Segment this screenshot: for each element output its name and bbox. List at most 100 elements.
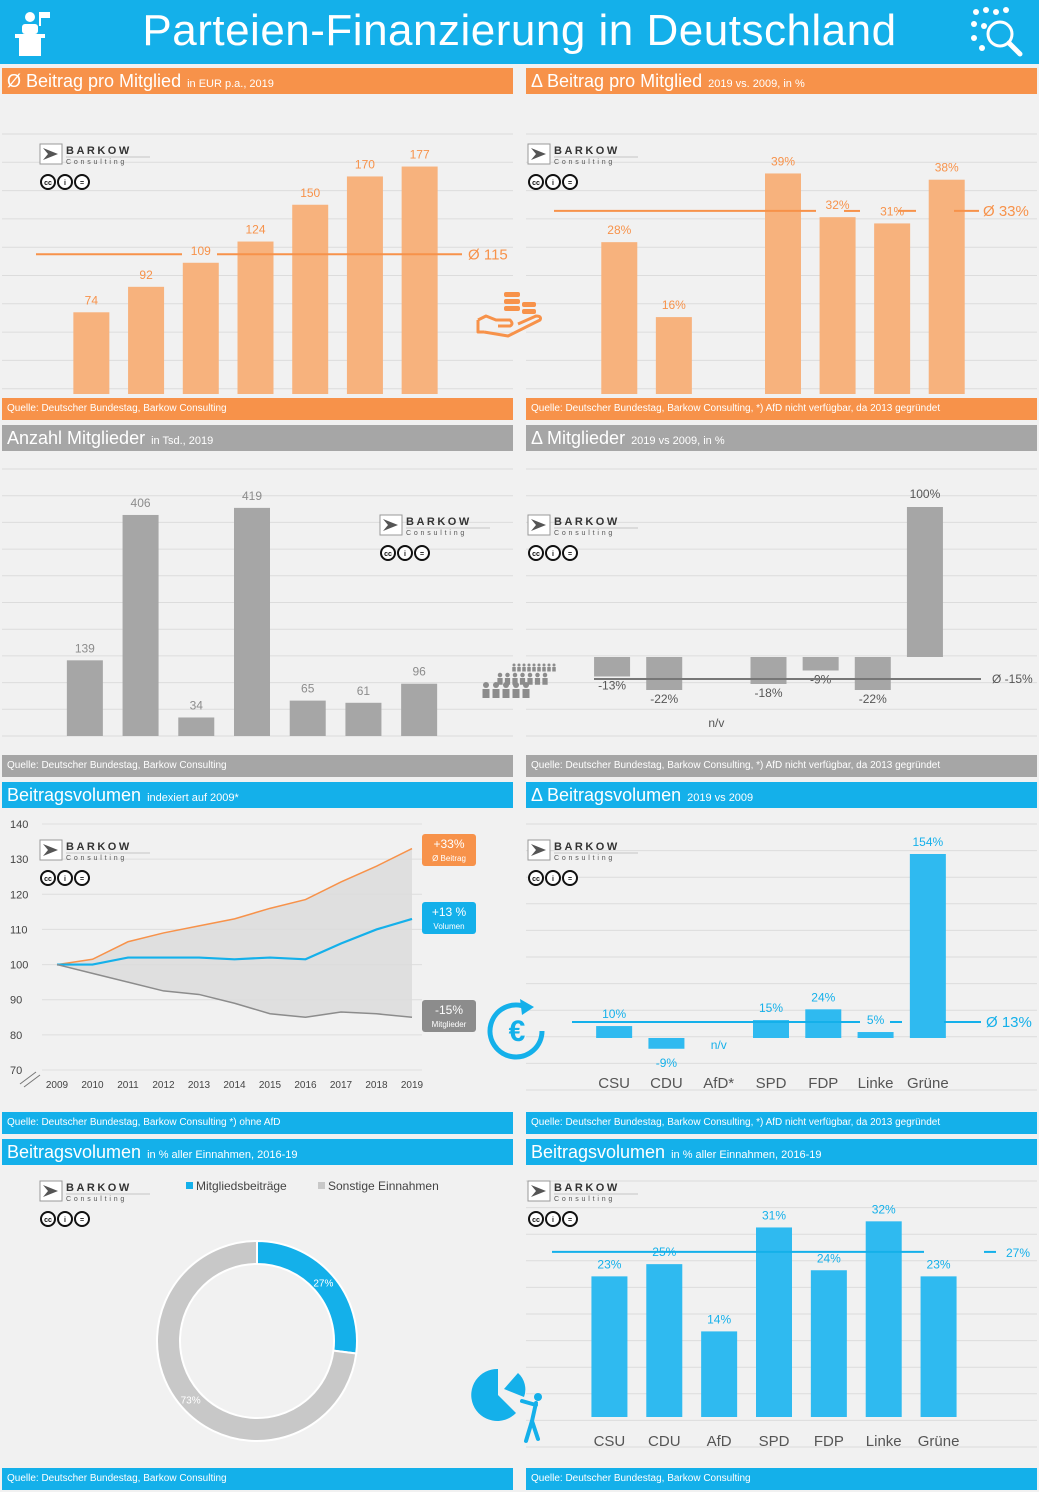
bar-linke [346,176,383,394]
category-label: AfD* [703,1075,734,1092]
data-label: 124 [245,223,265,237]
bar-cdu [646,1264,683,1417]
series-name: Ø Beitrag [432,854,466,863]
series-end-value: +13 % [432,905,467,919]
x-tick-label: 2016 [294,1080,317,1091]
data-label: 150 [300,186,320,200]
pie-person-icon [471,1368,542,1443]
bar-csu [591,1276,628,1417]
legend-swatch [186,1182,193,1189]
panel-beitrag-pro-mitglied: Ø Beitrag pro Mitglied in EUR p.a., 2019 … [2,68,513,420]
y-tick-label: 80 [10,1030,22,1042]
data-label: 31% [880,204,904,218]
data-label: -22% [650,692,678,706]
data-label: 5% [867,1013,885,1027]
legend-swatch [318,1182,325,1189]
category-label: SPD [759,1433,790,1450]
x-tick-label: 2013 [188,1080,211,1091]
logo-arrow [531,844,546,856]
y-tick-label: 140 [10,819,28,831]
data-label: 177 [410,148,430,162]
panel-title: Anzahl Mitglieder [7,428,146,448]
y-tick-label: 130 [10,854,28,866]
x-tick-label: 2018 [365,1080,388,1091]
bar-fdp [292,204,329,394]
barkow-logo: BARKOW Consulting cc i = [527,1180,638,1227]
axis-break [23,1074,41,1088]
logo-name: BARKOW [554,841,620,853]
cc-license-icon [562,174,578,190]
panel-title: Beitragsvolumen [7,785,142,805]
data-label: 23% [927,1257,951,1271]
data-label: -13% [598,679,626,693]
series-name: Mitglieder [432,1020,467,1029]
bar-grüne [909,854,946,1038]
panel-title: Ø Beitrag pro Mitglied [7,71,182,91]
x-tick-label: 2010 [81,1080,104,1091]
panel-subtitle: indexiert auf 2009* [147,792,239,804]
cc-license-mark: = [80,876,84,883]
data-label: 15% [759,1001,783,1015]
data-label: 92 [139,268,153,282]
barkow-logo: BARKOW Consulting cc i = [39,839,150,886]
y-tick-label: 90 [10,995,22,1007]
y-tick-label: 70 [10,1065,22,1077]
data-label: 100% [910,487,941,501]
data-label: 96 [412,665,426,679]
data-label: 406 [131,496,151,510]
bar-spd [234,507,270,736]
bar-csu [596,1026,633,1038]
data-label: 65 [301,682,315,696]
bar-linke [874,223,911,394]
bar-spd [756,1227,792,1417]
range-area [57,848,412,1018]
bar-linke [857,1032,894,1038]
panel-title: Δ Beitragsvolumen [531,785,682,805]
x-tick-label: 2012 [152,1080,175,1091]
logo-arrow [531,1185,546,1197]
cc-license-mark: = [80,180,84,187]
analytics-icon [971,7,1023,57]
panel-title: Beitragsvolumen [7,1142,142,1162]
header-banner: Parteien-Finanzierung in Deutschland [0,0,1039,64]
data-label: -9% [656,1056,678,1070]
average-label: Ø 33% [983,203,1029,220]
data-label-na: n/v [708,716,724,730]
cc-license-mark: cc [532,551,540,558]
data-label: 24% [817,1251,841,1265]
category-label: Grüne [907,1075,949,1092]
source-note: Quelle: Deutscher Bundestag, Barkow Cons… [526,398,1037,420]
cc-license-mark: i [552,551,554,558]
barkow-logo: BARKOW Consulting cc i = [39,1180,150,1227]
euro-cycle-icon: € [487,999,545,1060]
source-note: Quelle: Deutscher Bundestag, Barkow Cons… [2,755,513,777]
panel-header: Δ Beitragsvolumen 2019 vs 2009 [526,782,1037,808]
y-tick-label: 110 [10,924,28,936]
logo-name: BARKOW [66,1182,132,1194]
data-label: 10% [602,1007,626,1021]
logo-arrow [531,519,546,531]
bar-cdu [655,317,692,394]
bar-linke [865,1221,902,1417]
category-label: Grüne [918,1433,960,1450]
cc-license-icon [545,1211,561,1227]
cc-license-mark: i [552,876,554,883]
source-note: Quelle: Deutscher Bundestag, Barkow Cons… [526,1468,1037,1490]
bar-afd [178,717,215,736]
legend-label: Sonstige Einnahmen [328,1179,439,1193]
data-label: -22% [859,692,887,706]
donut-chart-einnahmen: BARKOW Consulting cc i = Mitgliedsbeiträge Son… [39,1179,439,1442]
barkow-logo: BARKOW Consulting cc i = [379,514,490,561]
panel-subtitle: in % aller Einnahmen, 2016-19 [147,1149,298,1161]
bar-cdu [128,286,165,394]
data-label: 16% [662,298,686,312]
data-label: 39% [771,154,795,168]
cc-license-mark: cc [532,180,540,187]
data-label: 139 [75,641,95,655]
x-tick-label: 2017 [330,1080,353,1091]
category-label: FDP [814,1433,844,1450]
bar-afd [701,1331,738,1417]
slice-label: 73% [181,1396,201,1407]
panel-header: Beitragsvolumen indexiert auf 2009* [2,782,513,808]
average-label: Ø 13% [986,1014,1032,1031]
